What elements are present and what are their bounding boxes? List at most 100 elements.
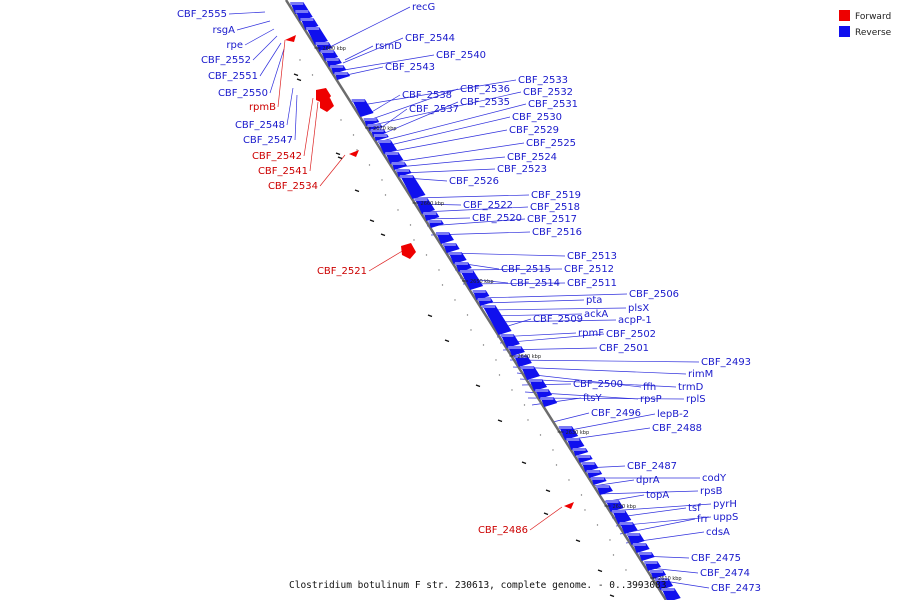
gene-label-cbf-2496: CBF_2496 xyxy=(591,408,641,419)
dot-mark xyxy=(555,464,558,466)
leader-line-cbf-2513 xyxy=(446,252,566,257)
leader-line-cbf-2534 xyxy=(319,154,346,187)
reverse-feature-highlight xyxy=(306,27,320,30)
leader-line-cbf-2521 xyxy=(368,249,405,272)
reverse-feature-highlight xyxy=(459,270,473,273)
leader-line-cbf-2519 xyxy=(414,194,530,199)
CBF_2486-feature xyxy=(564,502,574,509)
gene-label-cbf-2487: CBF_2487 xyxy=(627,461,677,472)
reverse-feature-highlight xyxy=(529,379,543,382)
gene-label-cbf-2532: CBF_2532 xyxy=(523,87,573,98)
reverse-feature-highlight xyxy=(295,10,309,13)
gene-label-pta: pta xyxy=(586,295,602,306)
reverse-feature-highlight xyxy=(428,220,442,223)
gene-label-cbf-2519: CBF_2519 xyxy=(531,190,581,201)
reverse-feature-highlight xyxy=(363,118,377,121)
reverse-feature-highlight xyxy=(423,212,437,215)
reverse-feature-highlight xyxy=(290,2,304,5)
kbp-tick-label: 2610 kbp xyxy=(658,576,682,582)
reverse-feature-highlight xyxy=(448,252,462,255)
kbp-tick-label: 2670 kbp xyxy=(373,126,397,132)
leader-line-acka xyxy=(487,313,583,317)
dot-mark xyxy=(470,329,472,331)
reverse-feature-highlight xyxy=(611,510,625,513)
reverse-feature-highlight xyxy=(632,543,646,546)
dot-mark xyxy=(527,419,529,421)
dot-mark xyxy=(311,74,314,76)
leader-line-cbf-2525 xyxy=(395,142,525,163)
reverse-feature xyxy=(351,99,374,117)
genome-backbone xyxy=(284,0,668,600)
dot-mark xyxy=(466,314,469,316)
gene-label-cbf-2524: CBF_2524 xyxy=(507,152,557,163)
reverse-feature-highlight xyxy=(377,140,391,143)
kbp-tick-label: 2650 kbp xyxy=(470,279,494,285)
leader-line-cbf-2524 xyxy=(397,156,506,168)
reverse-feature-highlight xyxy=(649,570,663,573)
reverse-feature-highlight xyxy=(472,290,486,293)
reverse-feature-highlight xyxy=(435,232,449,235)
feature-mark xyxy=(380,233,386,237)
feature-mark xyxy=(427,314,433,318)
reverse-feature-highlight xyxy=(540,397,554,400)
gene-label-cbf-2552: CBF_2552 xyxy=(201,55,251,66)
reverse-feature-highlight xyxy=(396,169,410,172)
gene-label-cbf-2522: CBF_2522 xyxy=(463,200,513,211)
gene-label-acka: ackA xyxy=(584,309,608,320)
reverse-feature-highlight xyxy=(370,129,384,132)
dot-mark xyxy=(482,344,485,346)
dot-mark xyxy=(498,374,501,376)
reverse-feature-highlight xyxy=(482,305,496,308)
gene-label-cbf-2540: CBF_2540 xyxy=(436,50,486,61)
gene-label-cbf-2518: CBF_2518 xyxy=(530,202,580,213)
gene-label-cody: codY xyxy=(702,473,727,484)
kbp-tick-label: 2680 kbp xyxy=(322,46,346,52)
gene-label-cbf-2531: CBF_2531 xyxy=(528,99,578,110)
leader-line-rsga xyxy=(236,20,271,31)
gene-label-recg: recG xyxy=(412,2,435,13)
gene-label-cbf-2500: CBF_2500 xyxy=(573,379,623,390)
leader-line-plsx xyxy=(485,307,627,311)
leader-line-cbf-2533 xyxy=(361,79,517,106)
gene-label-cbf-2521: CBF_2521 xyxy=(317,266,367,277)
gene-label-rpmf: rpmF xyxy=(578,328,604,339)
gene-label-cbf-2536: CBF_2536 xyxy=(460,84,510,95)
leader-line-cbf-2555 xyxy=(228,11,266,15)
gene-label-acpp-1: acpP-1 xyxy=(618,315,652,326)
reverse-feature xyxy=(377,140,397,154)
gene-label-upps: uppS xyxy=(713,512,738,523)
gene-label-cbf-2526: CBF_2526 xyxy=(449,176,499,187)
gene-label-cbf-2516: CBF_2516 xyxy=(532,227,582,238)
gene-label-cbf-2511: CBF_2511 xyxy=(567,278,617,289)
leader-line-cbf-2486 xyxy=(529,506,563,531)
dot-mark xyxy=(612,554,615,556)
reverse-feature xyxy=(459,270,484,290)
reverse-feature-highlight xyxy=(414,198,428,201)
leader-line-cbf-2506 xyxy=(479,293,628,299)
dot-mark xyxy=(368,164,371,166)
dot-mark xyxy=(552,449,554,451)
reverse-feature-highlight xyxy=(591,477,605,480)
reverse-feature-highlight xyxy=(586,470,600,473)
gene-label-cbf-2544: CBF_2544 xyxy=(405,33,455,44)
reverse-feature xyxy=(611,510,632,524)
gene-label-cbf-2474: CBF_2474 xyxy=(700,568,750,579)
reverse-feature-highlight xyxy=(581,462,595,465)
legend-reverse-label: Reverse xyxy=(855,28,892,38)
CBF_2521-feature xyxy=(401,243,416,259)
leader-line-cbf-2493 xyxy=(509,359,700,363)
dot-mark xyxy=(580,494,583,496)
gene-label-cbf-2523: CBF_2523 xyxy=(497,164,547,175)
reverse-feature-highlight xyxy=(644,561,658,564)
gene-label-plsx: plsX xyxy=(628,303,649,314)
small-forward-feature xyxy=(285,35,296,42)
dot-mark xyxy=(637,584,640,586)
leader-line-pyrh xyxy=(608,503,712,512)
genome-caption: Clostridium botulinum F str. 230613, com… xyxy=(289,580,667,591)
gene-label-cbf-2530: CBF_2530 xyxy=(512,112,562,123)
reverse-feature-highlight xyxy=(334,72,348,75)
dot-mark xyxy=(495,359,497,361)
reverse-feature-highlight xyxy=(535,389,549,392)
reverse-feature xyxy=(414,198,435,214)
